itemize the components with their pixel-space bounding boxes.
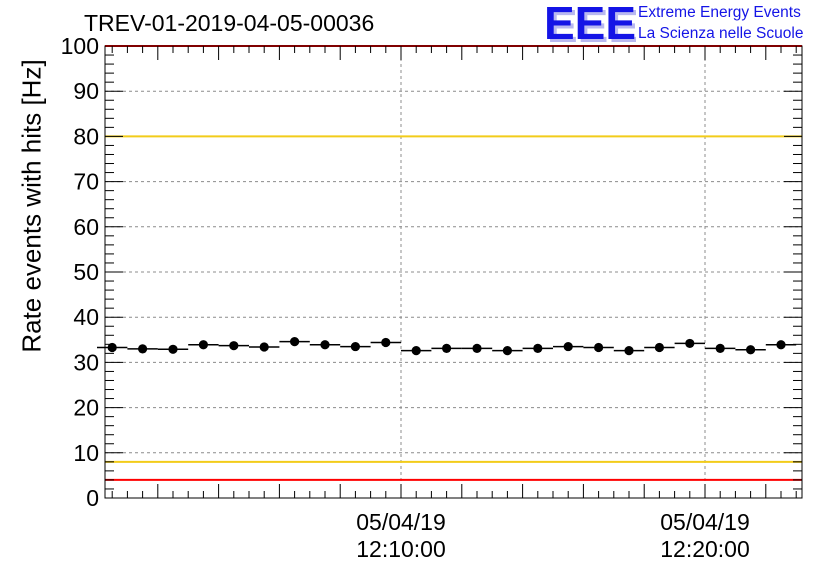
threshold-lines — [105, 45, 802, 481]
x-tick-label-date: 05/04/19 — [660, 509, 750, 535]
data-point — [502, 346, 512, 356]
data-point — [746, 345, 756, 355]
data-point — [320, 340, 330, 350]
data-point — [229, 341, 239, 351]
y-tick-label: 40 — [73, 304, 99, 330]
data-point — [594, 342, 604, 353]
eee-logo-shadow: EEE — [547, 0, 636, 46]
x-tick-label-time: 12:10:00 — [356, 536, 446, 562]
x-tick-label-time: 12:20:00 — [660, 536, 750, 562]
data-point — [381, 337, 391, 348]
axis-ticks — [105, 45, 802, 499]
chart-title: TREV-01-2019-04-05-00036 — [84, 10, 375, 36]
data-point — [715, 343, 725, 353]
y-tick-label: 0 — [86, 485, 99, 511]
y-tick-label: 100 — [61, 33, 99, 59]
data-point — [411, 346, 421, 356]
logo-caption: Extreme Energy Events La Scienza nelle S… — [638, 2, 803, 44]
y-tick-label: 50 — [73, 259, 99, 285]
logo-line-2: La Scienza nelle Scuole — [638, 25, 804, 42]
y-tick-label: 60 — [73, 214, 99, 240]
eee-logo-letters: EEE — [544, 0, 636, 46]
y-tick-label: 20 — [73, 395, 99, 421]
data-series — [97, 337, 797, 356]
y-axis-label: Rate events with hits [Hz] — [16, 59, 47, 353]
data-point — [198, 340, 208, 350]
y-tick-label: 10 — [73, 440, 99, 466]
x-tick-label-date: 05/04/19 — [356, 509, 446, 535]
data-point — [350, 341, 360, 352]
y-tick-label: 30 — [73, 349, 99, 375]
grid-lines — [105, 46, 802, 498]
logo-line-1: Extreme Energy Events — [638, 4, 801, 21]
data-point — [533, 343, 543, 353]
data-point — [776, 340, 786, 350]
data-point — [685, 338, 695, 349]
data-point — [259, 342, 269, 352]
data-point — [563, 341, 573, 352]
data-point — [168, 344, 178, 354]
data-point — [107, 342, 117, 353]
plot-frame — [104, 45, 803, 499]
data-point — [442, 343, 452, 353]
y-tick-label: 80 — [73, 123, 99, 149]
data-point — [138, 344, 148, 354]
data-point — [624, 346, 634, 356]
y-tick-label: 90 — [73, 78, 99, 104]
data-point — [472, 343, 482, 353]
data-point — [654, 342, 665, 353]
data-point — [290, 337, 300, 347]
y-tick-labels: 0 10 20 30 40 50 60 70 80 90 100 — [61, 33, 99, 511]
eee-logo-mark: EEE EEE — [544, 0, 636, 46]
y-tick-label: 70 — [73, 169, 99, 195]
